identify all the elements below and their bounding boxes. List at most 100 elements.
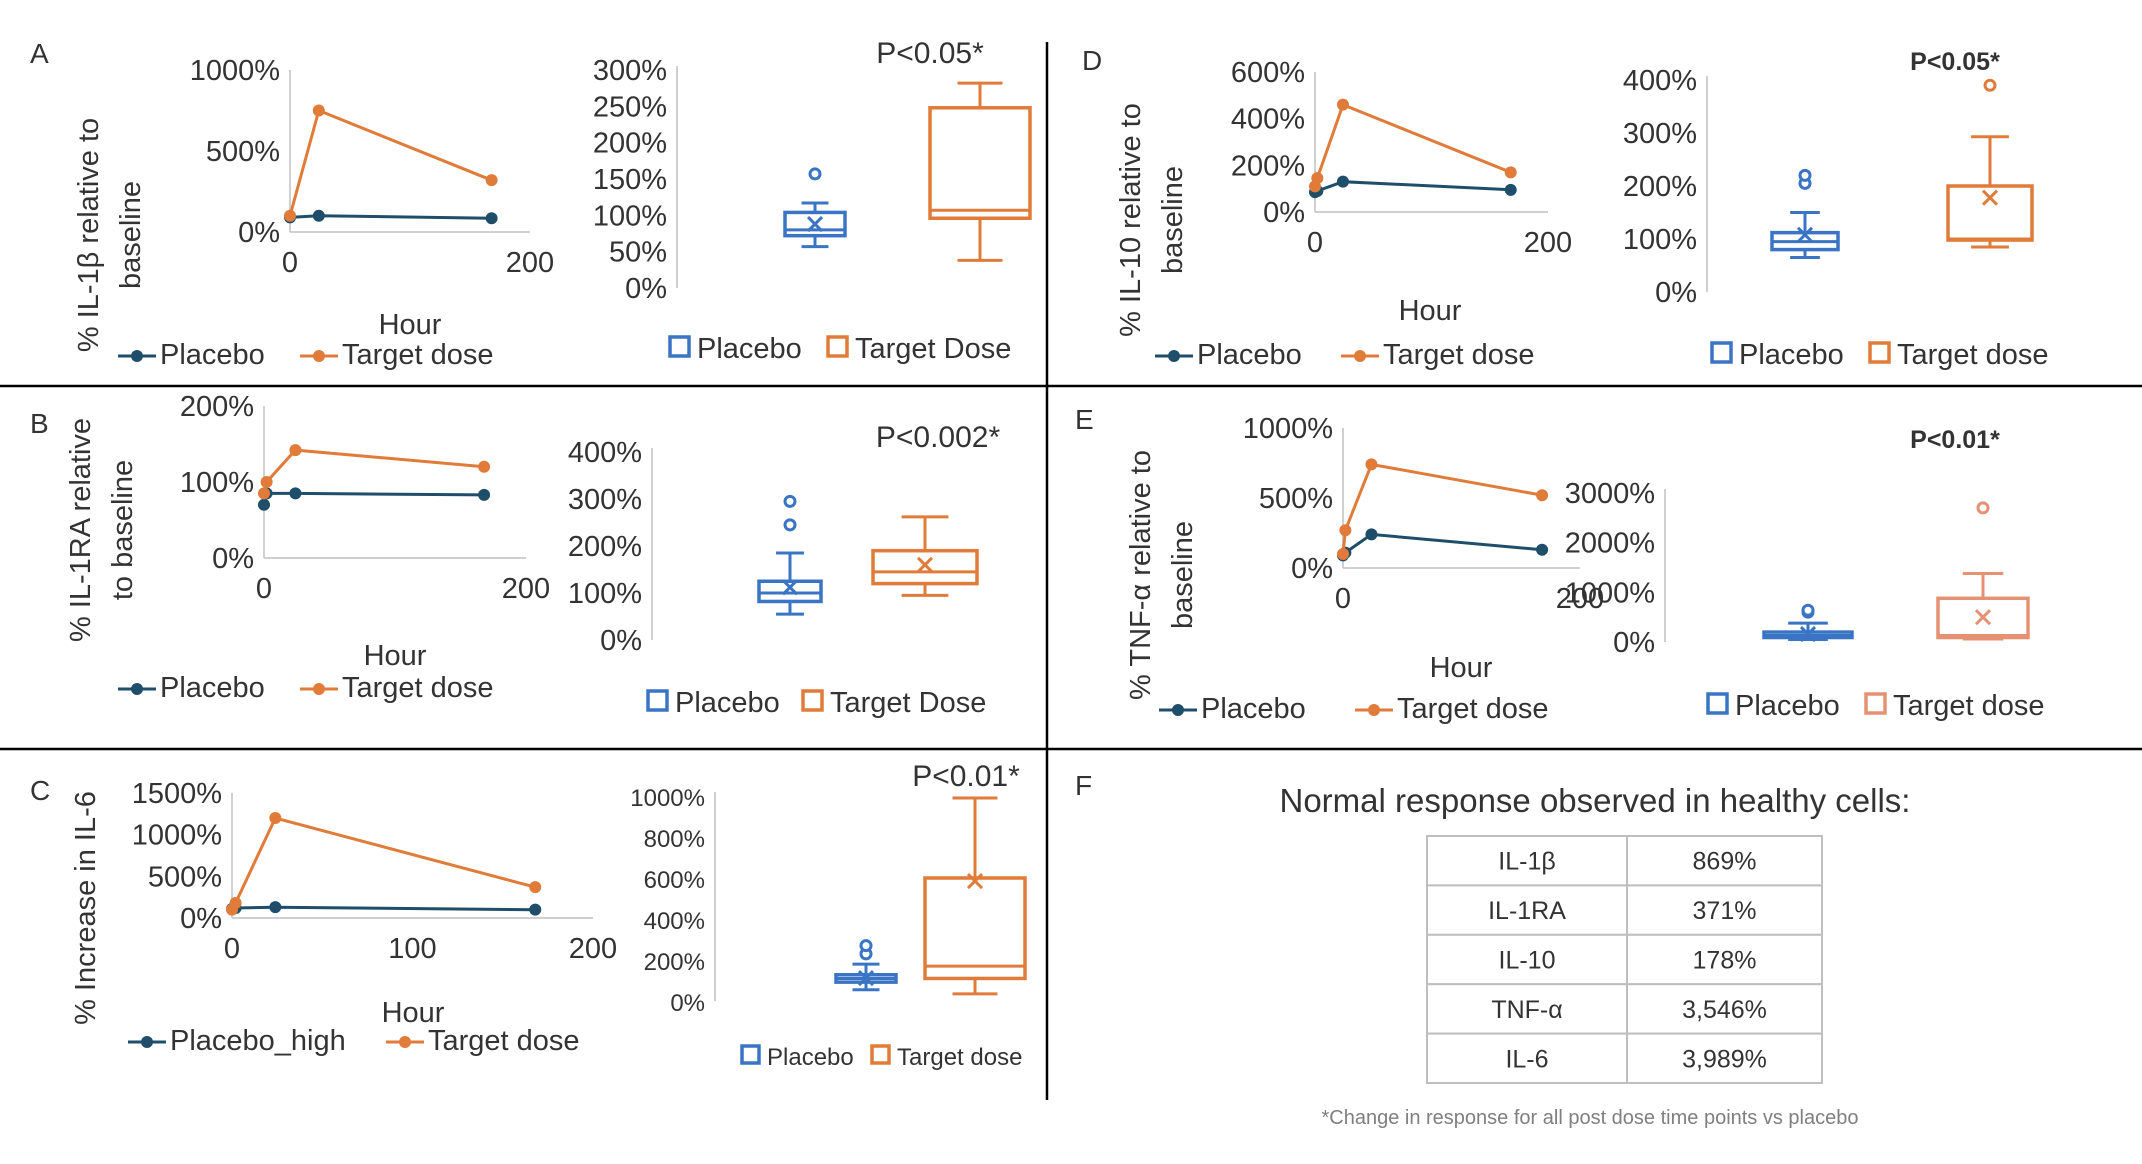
data-point — [1336, 175, 1349, 188]
legend-label: Placebo — [1197, 339, 1302, 371]
p-value-label: P<0.05* — [876, 37, 984, 70]
legend-swatch — [1868, 341, 1891, 364]
y-tick-label: 100% — [180, 467, 254, 499]
data-point — [1536, 543, 1549, 556]
y-tick-label: 100% — [568, 578, 642, 610]
response-value: 371% — [1693, 897, 1757, 925]
legend-swatch — [1710, 341, 1733, 364]
legend-label: Placebo — [767, 1044, 854, 1071]
footnote: *Change in response for all post dose ti… — [1322, 1107, 1859, 1129]
data-point — [1337, 548, 1349, 560]
y-axis-title: % IL-1β relative to — [73, 118, 105, 352]
mean-marker — [857, 969, 875, 987]
box-chart-E-box: 0% 1000% 2000% 3000% P<0.01* Placebo Target do… — [1565, 426, 2045, 722]
y-tick-label: 400% — [568, 437, 642, 469]
y-tick-label: 0% — [625, 273, 667, 305]
y-tick-label: 0% — [212, 543, 254, 575]
x-tick-label: 200 — [506, 247, 554, 279]
y-axis-title: to baseline — [107, 460, 139, 600]
box-iqr — [871, 548, 979, 586]
data-point — [229, 897, 242, 909]
panel-letter: E — [1075, 404, 1094, 435]
y-tick-label: 2000% — [1565, 528, 1655, 560]
mean-marker — [1796, 226, 1814, 243]
y-tick-label: 3000% — [1565, 478, 1655, 510]
data-point — [260, 476, 273, 488]
y-tick-label: 1000% — [190, 55, 280, 87]
response-value: 869% — [1693, 848, 1757, 876]
data-point — [258, 487, 270, 500]
data-point — [289, 444, 302, 457]
data-point — [1504, 166, 1517, 179]
legend-marker — [313, 350, 325, 362]
data-point — [312, 104, 325, 117]
mean-marker — [1981, 189, 1999, 206]
outlier-point — [1983, 78, 1997, 92]
legend-label: Target dose — [897, 1044, 1022, 1071]
box-iqr — [1936, 596, 2030, 640]
y-tick-label: 300% — [1623, 118, 1697, 150]
x-axis-title: Hour — [364, 640, 427, 672]
legend-marker — [313, 683, 325, 695]
y-tick-label: 300% — [593, 55, 667, 87]
data-point — [1504, 183, 1517, 196]
mean-marker — [781, 579, 799, 596]
y-tick-label: 1000% — [1243, 413, 1333, 445]
series-line-target — [262, 448, 485, 494]
table-cell — [1626, 835, 1823, 887]
box-target — [923, 796, 1027, 996]
legend-swatch — [740, 1044, 761, 1065]
data-point — [478, 460, 491, 473]
legend-label: Placebo_high — [170, 1025, 346, 1057]
response-value: 3,546% — [1682, 996, 1767, 1024]
y-tick-label: 200% — [180, 391, 254, 423]
data-point — [269, 812, 282, 824]
x-tick-label: 200 — [569, 933, 617, 965]
y-axis-title: % Increase in IL-6 — [70, 791, 102, 1025]
x-axis-title: Hour — [379, 309, 442, 341]
outlier-point — [1798, 168, 1812, 182]
table-cell — [1626, 933, 1823, 986]
outlier-point — [783, 518, 797, 532]
p-value-label: P<0.05* — [1910, 48, 2000, 76]
legend-label: Target dose — [342, 672, 494, 704]
legend-label: Placebo — [1739, 339, 1844, 371]
legend-swatch — [646, 689, 669, 712]
data-point — [529, 881, 542, 894]
y-tick-label: 800% — [644, 826, 705, 853]
box-target — [928, 81, 1032, 262]
box-chart-C-box: 0% 200% 400% 600% 800% 1000% P<0.01* Placebo Tar… — [630, 760, 1027, 1071]
y-axis-title: baseline — [1157, 166, 1189, 274]
p-value-label: P<0.002* — [876, 421, 1001, 454]
line-chart-D-line: 0% 200% 400% 600% 0 200 Hour % IL-10 relative t… — [1115, 57, 1572, 371]
outlier-point — [859, 939, 873, 953]
legend-swatch — [668, 335, 691, 358]
y-tick-label: 0% — [600, 625, 642, 657]
y-axis-title: % IL-1RA relative — [65, 418, 97, 642]
y-tick-label: 600% — [1231, 57, 1305, 89]
legend-marker — [1172, 704, 1184, 716]
table-title: Normal response observed in healthy cell… — [1280, 782, 1911, 819]
outlier-point — [1976, 501, 1990, 515]
y-tick-label: 200% — [593, 128, 667, 160]
legend-marker — [131, 350, 143, 362]
x-tick-label: 200 — [1524, 227, 1572, 259]
data-point — [1336, 98, 1349, 111]
x-tick-label: 0 — [224, 933, 240, 965]
y-tick-label: 500% — [148, 861, 222, 893]
panel-letter: C — [30, 775, 50, 806]
data-point — [284, 209, 296, 222]
y-tick-label: 400% — [1231, 104, 1305, 136]
series-line-target — [1341, 462, 1543, 555]
data-point — [529, 903, 542, 916]
data-point — [478, 488, 491, 501]
y-axis-title: % TNF-α relative to — [1125, 450, 1157, 700]
legend-label: Placebo — [1735, 690, 1840, 722]
legend-label: Placebo — [160, 672, 265, 704]
y-tick-label: 1000% — [132, 820, 222, 852]
legend-marker — [1168, 350, 1180, 362]
table-cell — [1426, 884, 1628, 936]
legend-marker — [1354, 350, 1366, 362]
box-target — [1936, 501, 2030, 641]
